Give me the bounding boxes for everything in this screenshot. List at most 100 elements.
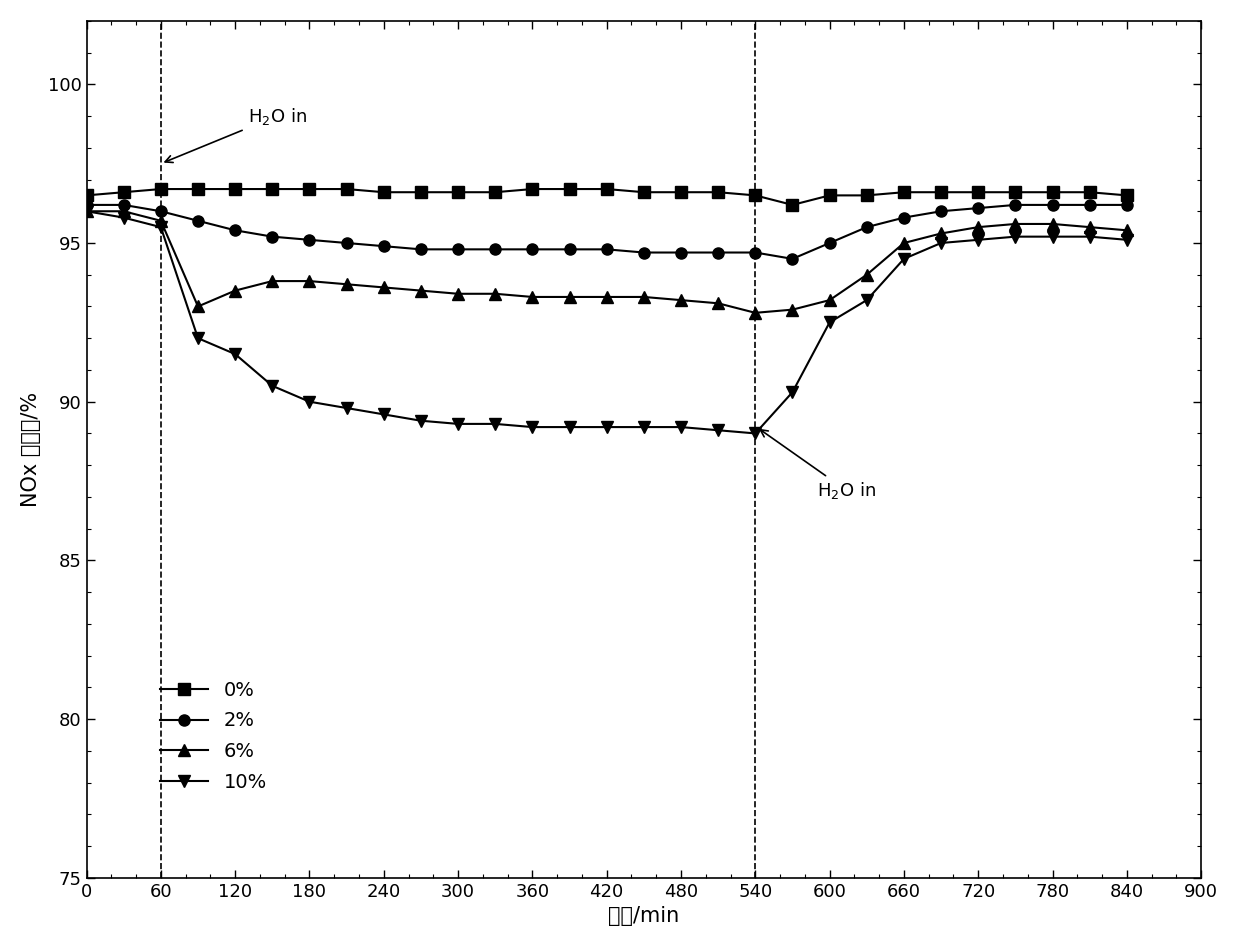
10% — [860, 295, 875, 306]
6% — [563, 292, 577, 303]
2% — [748, 247, 763, 259]
6% — [600, 292, 615, 303]
2% — [1046, 199, 1061, 210]
2% — [265, 231, 280, 242]
0% — [488, 187, 503, 198]
2% — [1009, 199, 1023, 210]
10% — [748, 428, 763, 439]
10% — [600, 421, 615, 433]
10% — [1083, 231, 1098, 242]
10% — [302, 396, 317, 407]
6% — [823, 295, 838, 306]
2% — [637, 247, 652, 259]
2% — [377, 241, 392, 252]
6% — [1046, 218, 1061, 229]
2% — [488, 243, 503, 255]
2% — [339, 238, 354, 249]
10% — [971, 234, 986, 245]
6% — [154, 215, 169, 226]
0% — [1009, 187, 1023, 198]
2% — [600, 243, 615, 255]
0% — [823, 189, 838, 201]
6% — [897, 238, 912, 249]
0% — [154, 184, 169, 195]
10% — [116, 212, 131, 223]
2% — [823, 238, 838, 249]
0% — [302, 184, 317, 195]
2% — [897, 212, 912, 223]
6% — [934, 228, 949, 240]
Line: 10%: 10% — [81, 205, 1132, 439]
0% — [674, 187, 689, 198]
2% — [191, 215, 206, 226]
2% — [934, 205, 949, 217]
0% — [116, 187, 131, 198]
6% — [748, 307, 763, 318]
Line: 2%: 2% — [81, 200, 1132, 264]
6% — [451, 288, 466, 299]
0% — [228, 184, 243, 195]
10% — [154, 222, 169, 233]
0% — [525, 184, 540, 195]
0% — [265, 184, 280, 195]
0% — [637, 187, 652, 198]
2% — [79, 199, 94, 210]
0% — [377, 187, 392, 198]
0% — [897, 187, 912, 198]
10% — [265, 380, 280, 391]
10% — [1046, 231, 1061, 242]
Text: H$_2$O in: H$_2$O in — [165, 105, 306, 163]
2% — [563, 243, 577, 255]
6% — [228, 285, 243, 296]
0% — [563, 184, 577, 195]
10% — [786, 386, 800, 398]
10% — [191, 332, 206, 344]
6% — [971, 222, 986, 233]
0% — [860, 189, 875, 201]
2% — [451, 243, 466, 255]
6% — [488, 288, 503, 299]
6% — [191, 301, 206, 313]
6% — [414, 285, 429, 296]
6% — [711, 297, 726, 309]
0% — [934, 187, 949, 198]
10% — [1009, 231, 1023, 242]
2% — [1119, 199, 1134, 210]
10% — [451, 419, 466, 430]
Legend: 0%, 2%, 6%, 10%: 0%, 2%, 6%, 10% — [152, 673, 275, 799]
6% — [79, 205, 94, 217]
2% — [711, 247, 726, 259]
2% — [228, 224, 243, 236]
2% — [154, 205, 169, 217]
0% — [191, 184, 206, 195]
10% — [1119, 234, 1134, 245]
0% — [786, 199, 800, 210]
2% — [860, 222, 875, 233]
0% — [339, 184, 354, 195]
0% — [414, 187, 429, 198]
0% — [971, 187, 986, 198]
6% — [377, 282, 392, 294]
6% — [265, 276, 280, 287]
0% — [1119, 189, 1134, 201]
2% — [525, 243, 540, 255]
10% — [823, 316, 838, 328]
2% — [786, 253, 800, 264]
2% — [971, 203, 986, 214]
6% — [525, 292, 540, 303]
6% — [339, 278, 354, 290]
Y-axis label: NOx 转化率/%: NOx 转化率/% — [21, 392, 41, 507]
6% — [674, 295, 689, 306]
6% — [1083, 222, 1098, 233]
10% — [637, 421, 652, 433]
10% — [934, 238, 949, 249]
2% — [302, 234, 317, 245]
0% — [711, 187, 726, 198]
10% — [674, 421, 689, 433]
0% — [1046, 187, 1061, 198]
6% — [302, 276, 317, 287]
6% — [860, 269, 875, 280]
10% — [563, 421, 577, 433]
Line: 0%: 0% — [81, 184, 1132, 210]
6% — [116, 205, 131, 217]
